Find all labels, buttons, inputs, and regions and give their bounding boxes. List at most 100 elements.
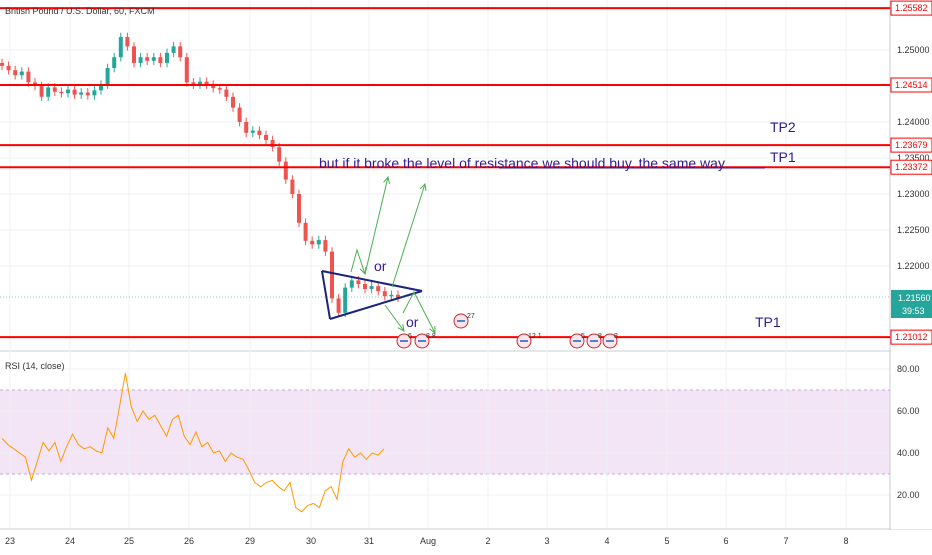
triangle-pattern[interactable] (321, 270, 423, 320)
candle-body[interactable] (66, 89, 70, 94)
candle-body[interactable] (211, 84, 216, 89)
candle-body[interactable] (303, 222, 308, 241)
tp2-label[interactable]: TP2 (770, 119, 796, 135)
economic-events[interactable]: 6 8 8 27 12 1 5 8 8 (396, 313, 618, 349)
candle-body[interactable] (264, 134, 268, 140)
projection-arrow[interactable] (391, 183, 426, 288)
projection-arrow[interactable] (402, 290, 436, 334)
candle-body[interactable] (59, 91, 64, 94)
candle-body[interactable] (244, 122, 249, 133)
candle-body[interactable] (39, 86, 44, 97)
candle-body[interactable] (270, 140, 275, 148)
candle-body[interactable] (85, 92, 90, 96)
tp1-lower-label[interactable]: TP1 (755, 314, 781, 330)
candle-body[interactable] (92, 90, 97, 96)
candle-body[interactable] (310, 240, 315, 245)
candle-body[interactable] (158, 57, 163, 63)
event-marker[interactable]: 27 (453, 313, 475, 329)
event-count: 27 (467, 313, 475, 320)
candle-body[interactable] (396, 294, 400, 298)
candle-body[interactable] (105, 68, 110, 85)
candle-body[interactable] (178, 46, 183, 58)
candle-body[interactable] (79, 92, 84, 95)
candle-body[interactable] (165, 52, 169, 63)
candle-body[interactable] (6, 65, 11, 71)
price-tick-label: 1.25000 (897, 45, 930, 55)
price-tick-group: 1.25000 1.24000 1.23500 1.23000 1.22500 1.220… (897, 45, 930, 271)
or-lower-label[interactable]: or (406, 314, 419, 330)
candle-body[interactable] (52, 87, 57, 92)
candle-body[interactable] (363, 284, 367, 290)
candle-body[interactable] (204, 81, 209, 85)
candle-body[interactable] (13, 70, 18, 76)
candle-body[interactable] (26, 71, 31, 83)
candle-body[interactable] (0, 62, 4, 66)
or-upper-label[interactable]: or (374, 258, 387, 274)
candle-body[interactable] (277, 147, 282, 162)
candle-body[interactable] (171, 46, 176, 53)
candle-body[interactable] (250, 130, 255, 133)
candle-body[interactable] (349, 280, 354, 288)
candle-body[interactable] (19, 71, 24, 76)
projection-arrow[interactable] (350, 248, 366, 275)
candle-body[interactable] (283, 161, 288, 180)
candle-body[interactable] (198, 81, 202, 85)
candle-body[interactable] (145, 57, 150, 61)
candle-body[interactable] (118, 37, 123, 58)
candle-body[interactable] (46, 87, 51, 97)
candle-body[interactable] (231, 96, 235, 108)
candle-body[interactable] (184, 57, 189, 83)
candle-body[interactable] (323, 240, 328, 252)
symbol-title: British Pound / U.S. Dollar, 60, FXCM (5, 6, 155, 16)
projection-arrows[interactable] (350, 175, 436, 335)
projection-arrow[interactable] (384, 304, 405, 332)
candle-body[interactable] (376, 286, 381, 292)
buy-scenario-note[interactable]: but if it broke the level of resistance … (319, 155, 725, 171)
candle-body[interactable] (132, 46, 136, 63)
arrow-head (419, 182, 427, 192)
candle-body[interactable] (382, 291, 387, 297)
candle-body[interactable] (138, 57, 143, 63)
candle-body[interactable] (389, 294, 394, 297)
horizontal-levels[interactable] (0, 7, 890, 339)
event-marker[interactable]: 8 8 (414, 333, 436, 349)
level-badge-label: 1.23679 (895, 140, 928, 150)
candle-body[interactable] (151, 57, 156, 61)
event-marker[interactable]: 6 (396, 333, 412, 349)
time-tick-label: 5 (664, 536, 669, 546)
candle-body[interactable] (356, 280, 361, 284)
candle-body[interactable] (191, 82, 196, 85)
candle-body[interactable] (336, 298, 341, 313)
candle-body[interactable] (257, 130, 262, 135)
triangle-lower-edge[interactable] (329, 290, 423, 320)
candle-body[interactable] (99, 84, 103, 91)
rsi-line[interactable] (1, 373, 385, 513)
tp1-upper-label[interactable]: TP1 (770, 149, 796, 165)
candle-body[interactable] (369, 286, 374, 290)
event-marker[interactable]: 5 (569, 333, 585, 349)
time-axis[interactable] (0, 530, 932, 550)
arrow-head (429, 325, 436, 335)
candle-body[interactable] (224, 89, 229, 97)
candle-body[interactable] (330, 251, 334, 299)
candle-body[interactable] (237, 107, 242, 122)
candle-body[interactable] (297, 194, 301, 223)
candle-series[interactable] (0, 32, 400, 318)
triangle-left-edge[interactable] (321, 270, 331, 320)
candle-body[interactable] (217, 88, 222, 90)
event-marker[interactable]: 8 (586, 333, 602, 349)
candle-body[interactable] (290, 179, 295, 194)
projection-arrow[interactable] (364, 176, 389, 275)
event-marker[interactable]: 12 1 (516, 333, 542, 349)
candle-body[interactable] (72, 89, 77, 95)
candle-body[interactable] (343, 287, 348, 313)
event-marker[interactable]: 8 (602, 333, 618, 349)
time-tick-label: 25 (124, 536, 134, 546)
time-tick-label: 26 (184, 536, 194, 546)
candle-body[interactable] (112, 57, 117, 68)
candle-body[interactable] (125, 37, 130, 47)
candle-body[interactable] (316, 240, 321, 245)
triangle-upper-edge[interactable] (321, 270, 423, 292)
